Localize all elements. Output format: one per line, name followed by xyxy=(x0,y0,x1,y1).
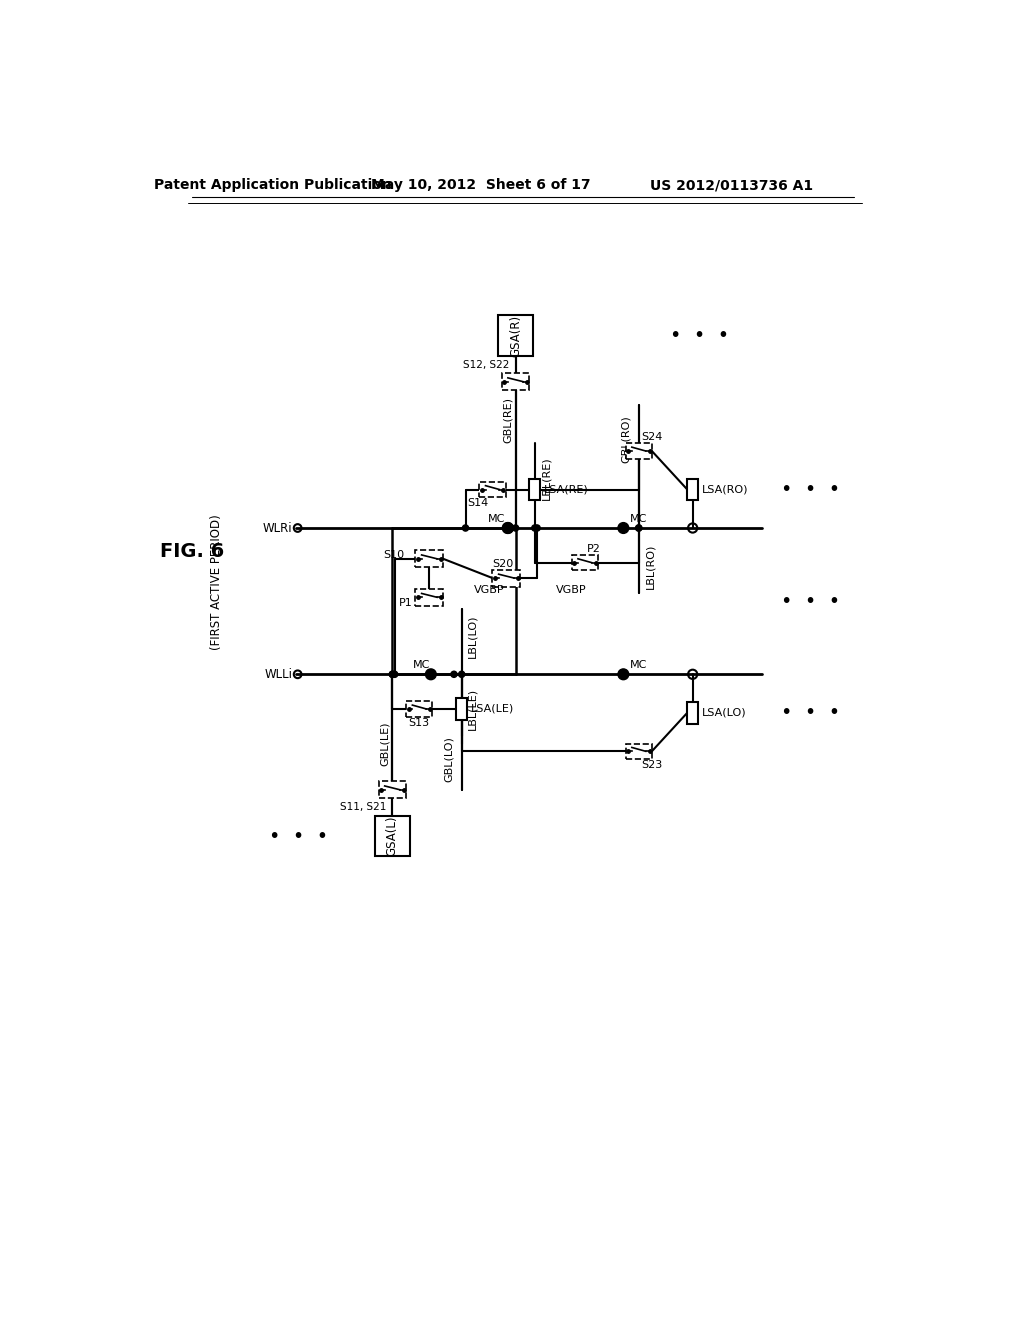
Circle shape xyxy=(389,671,395,677)
Bar xyxy=(416,550,443,568)
Circle shape xyxy=(636,525,642,531)
Text: S13: S13 xyxy=(409,718,430,727)
Circle shape xyxy=(503,523,513,533)
Text: S14: S14 xyxy=(467,499,488,508)
Circle shape xyxy=(503,523,513,533)
Text: S10: S10 xyxy=(384,550,404,560)
Text: S20: S20 xyxy=(492,560,513,569)
Circle shape xyxy=(535,525,541,531)
Text: GBL(LE): GBL(LE) xyxy=(380,721,390,766)
Text: •  •  •: • • • xyxy=(269,826,329,846)
Circle shape xyxy=(463,525,469,531)
Text: S24: S24 xyxy=(641,432,663,442)
Text: •  •  •: • • • xyxy=(781,480,841,499)
Text: (FIRST ACTIVE PERIOD): (FIRST ACTIVE PERIOD) xyxy=(210,513,223,649)
Text: MC: MC xyxy=(630,513,647,524)
Bar xyxy=(457,698,467,719)
Text: LSA(LE): LSA(LE) xyxy=(471,704,514,714)
Text: Patent Application Publication: Patent Application Publication xyxy=(155,178,392,193)
Text: WLRi: WLRi xyxy=(262,521,292,535)
Text: P2: P2 xyxy=(587,544,600,554)
Bar xyxy=(498,315,534,355)
Circle shape xyxy=(451,671,457,677)
Bar xyxy=(416,589,443,606)
Text: •  •  •: • • • xyxy=(670,326,729,345)
Text: FIG. 6: FIG. 6 xyxy=(160,541,224,561)
Text: LBL(LE): LBL(LE) xyxy=(468,688,478,730)
Text: •  •  •: • • • xyxy=(781,704,841,722)
Text: LBL(RO): LBL(RO) xyxy=(645,544,655,589)
Text: GBL(LO): GBL(LO) xyxy=(444,737,454,781)
Bar xyxy=(479,482,506,498)
Circle shape xyxy=(391,671,397,677)
Text: P1: P1 xyxy=(398,598,413,609)
Bar xyxy=(626,743,652,759)
Circle shape xyxy=(389,671,395,677)
Text: MC: MC xyxy=(487,513,505,524)
Text: LBL(RE): LBL(RE) xyxy=(541,457,551,500)
Bar xyxy=(626,444,652,459)
Bar xyxy=(687,702,698,723)
Circle shape xyxy=(617,523,629,533)
Bar xyxy=(379,781,407,799)
Text: GSA(L): GSA(L) xyxy=(386,816,399,857)
Text: WLLi: WLLi xyxy=(264,668,292,681)
Text: US 2012/0113736 A1: US 2012/0113736 A1 xyxy=(649,178,813,193)
Bar xyxy=(493,570,520,586)
Circle shape xyxy=(459,671,465,677)
Bar xyxy=(571,554,598,570)
Text: S12, S22: S12, S22 xyxy=(463,360,509,370)
Text: LBL(LO): LBL(LO) xyxy=(468,614,478,657)
Text: S11, S21: S11, S21 xyxy=(340,801,386,812)
Text: GSA(R): GSA(R) xyxy=(509,314,522,356)
Text: MC: MC xyxy=(630,660,647,671)
Circle shape xyxy=(512,525,518,531)
Circle shape xyxy=(636,525,642,531)
Text: MC: MC xyxy=(413,660,430,671)
Bar xyxy=(687,479,698,500)
Bar xyxy=(375,816,410,857)
Bar xyxy=(407,701,432,717)
Text: VGBP: VGBP xyxy=(474,585,505,594)
Bar xyxy=(529,479,541,500)
Text: May 10, 2012  Sheet 6 of 17: May 10, 2012 Sheet 6 of 17 xyxy=(371,178,591,193)
Text: LSA(RO): LSA(RO) xyxy=(701,484,749,495)
Text: GBL(RE): GBL(RE) xyxy=(503,397,513,444)
Text: VGBP: VGBP xyxy=(556,585,587,594)
Circle shape xyxy=(617,669,629,680)
Circle shape xyxy=(425,669,436,680)
Bar xyxy=(502,374,529,391)
Text: •  •  •: • • • xyxy=(781,591,841,611)
Text: GBL(RO): GBL(RO) xyxy=(622,416,631,463)
Text: LSA(RE): LSA(RE) xyxy=(544,484,589,495)
Text: S23: S23 xyxy=(641,760,663,770)
Circle shape xyxy=(531,525,538,531)
Text: LSA(LO): LSA(LO) xyxy=(701,708,746,718)
